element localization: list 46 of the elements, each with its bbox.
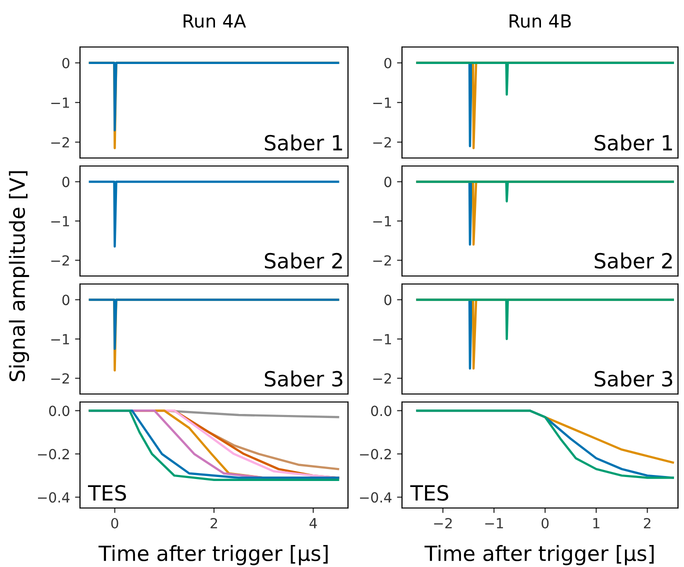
y-tick-label: −1 bbox=[51, 98, 69, 108]
line-series bbox=[416, 410, 674, 479]
y-tick-label: −1 bbox=[373, 334, 391, 344]
y-tick-label: −2 bbox=[51, 373, 69, 384]
x-tick-label: 1 bbox=[593, 518, 600, 528]
annotation: TES bbox=[88, 485, 126, 501]
y-tick-label: −2 bbox=[373, 373, 391, 384]
y-tick-label: −2 bbox=[51, 255, 69, 266]
x-tick-label: 0 bbox=[542, 518, 549, 528]
annotation: Saber 1 bbox=[594, 134, 672, 151]
annotation: Saber 2 bbox=[594, 252, 672, 269]
annotation: Saber 3 bbox=[594, 370, 672, 387]
y-tick-label: −0.2 bbox=[38, 448, 69, 460]
y-tick-label: −1 bbox=[51, 334, 69, 344]
y-tick-label: 0 bbox=[62, 58, 70, 68]
y-tick-label: −0.2 bbox=[360, 448, 391, 460]
x-tick-label: −2 bbox=[434, 518, 452, 528]
y-tick-label: 0 bbox=[62, 176, 70, 188]
annotation: Saber 3 bbox=[264, 370, 342, 387]
annotation: Saber 1 bbox=[264, 134, 342, 151]
chart-title: Run 4A bbox=[184, 14, 246, 28]
y-tick-label: −2 bbox=[373, 137, 391, 148]
y-tick-label: 0 bbox=[384, 58, 392, 68]
y-tick-label: 0 bbox=[384, 176, 392, 188]
x-tick-label: −1 bbox=[485, 518, 503, 528]
y-tick-label: −0.4 bbox=[360, 492, 392, 503]
x-tick-label: 2 bbox=[644, 518, 650, 528]
y-tick-label: 0.0 bbox=[371, 406, 392, 416]
x-tick-label: 2 bbox=[210, 518, 218, 528]
annotation: Saber 2 bbox=[264, 252, 342, 269]
x-axis-title: Time after trigger [µs] bbox=[424, 545, 654, 566]
y-tick-label: −1 bbox=[373, 98, 391, 108]
chart-title: Run 4B bbox=[510, 14, 571, 28]
y-tick-label: 0 bbox=[384, 294, 392, 306]
x-tick-label: 0 bbox=[111, 518, 118, 528]
y-tick-label: −2 bbox=[51, 137, 69, 148]
y-axis-title: Signal amplitude [V] bbox=[8, 171, 30, 382]
y-tick-label: 0 bbox=[62, 294, 70, 306]
y-tick-label: −1 bbox=[51, 216, 69, 226]
y-tick-label: 0.0 bbox=[49, 406, 70, 416]
x-tick-label: 4 bbox=[310, 518, 317, 528]
y-tick-label: −1 bbox=[373, 216, 391, 226]
x-axis-title: Time after trigger [µs] bbox=[98, 545, 328, 566]
annotation: TES bbox=[410, 485, 448, 501]
y-tick-label: −0.4 bbox=[38, 492, 70, 503]
y-tick-label: −2 bbox=[373, 255, 391, 266]
